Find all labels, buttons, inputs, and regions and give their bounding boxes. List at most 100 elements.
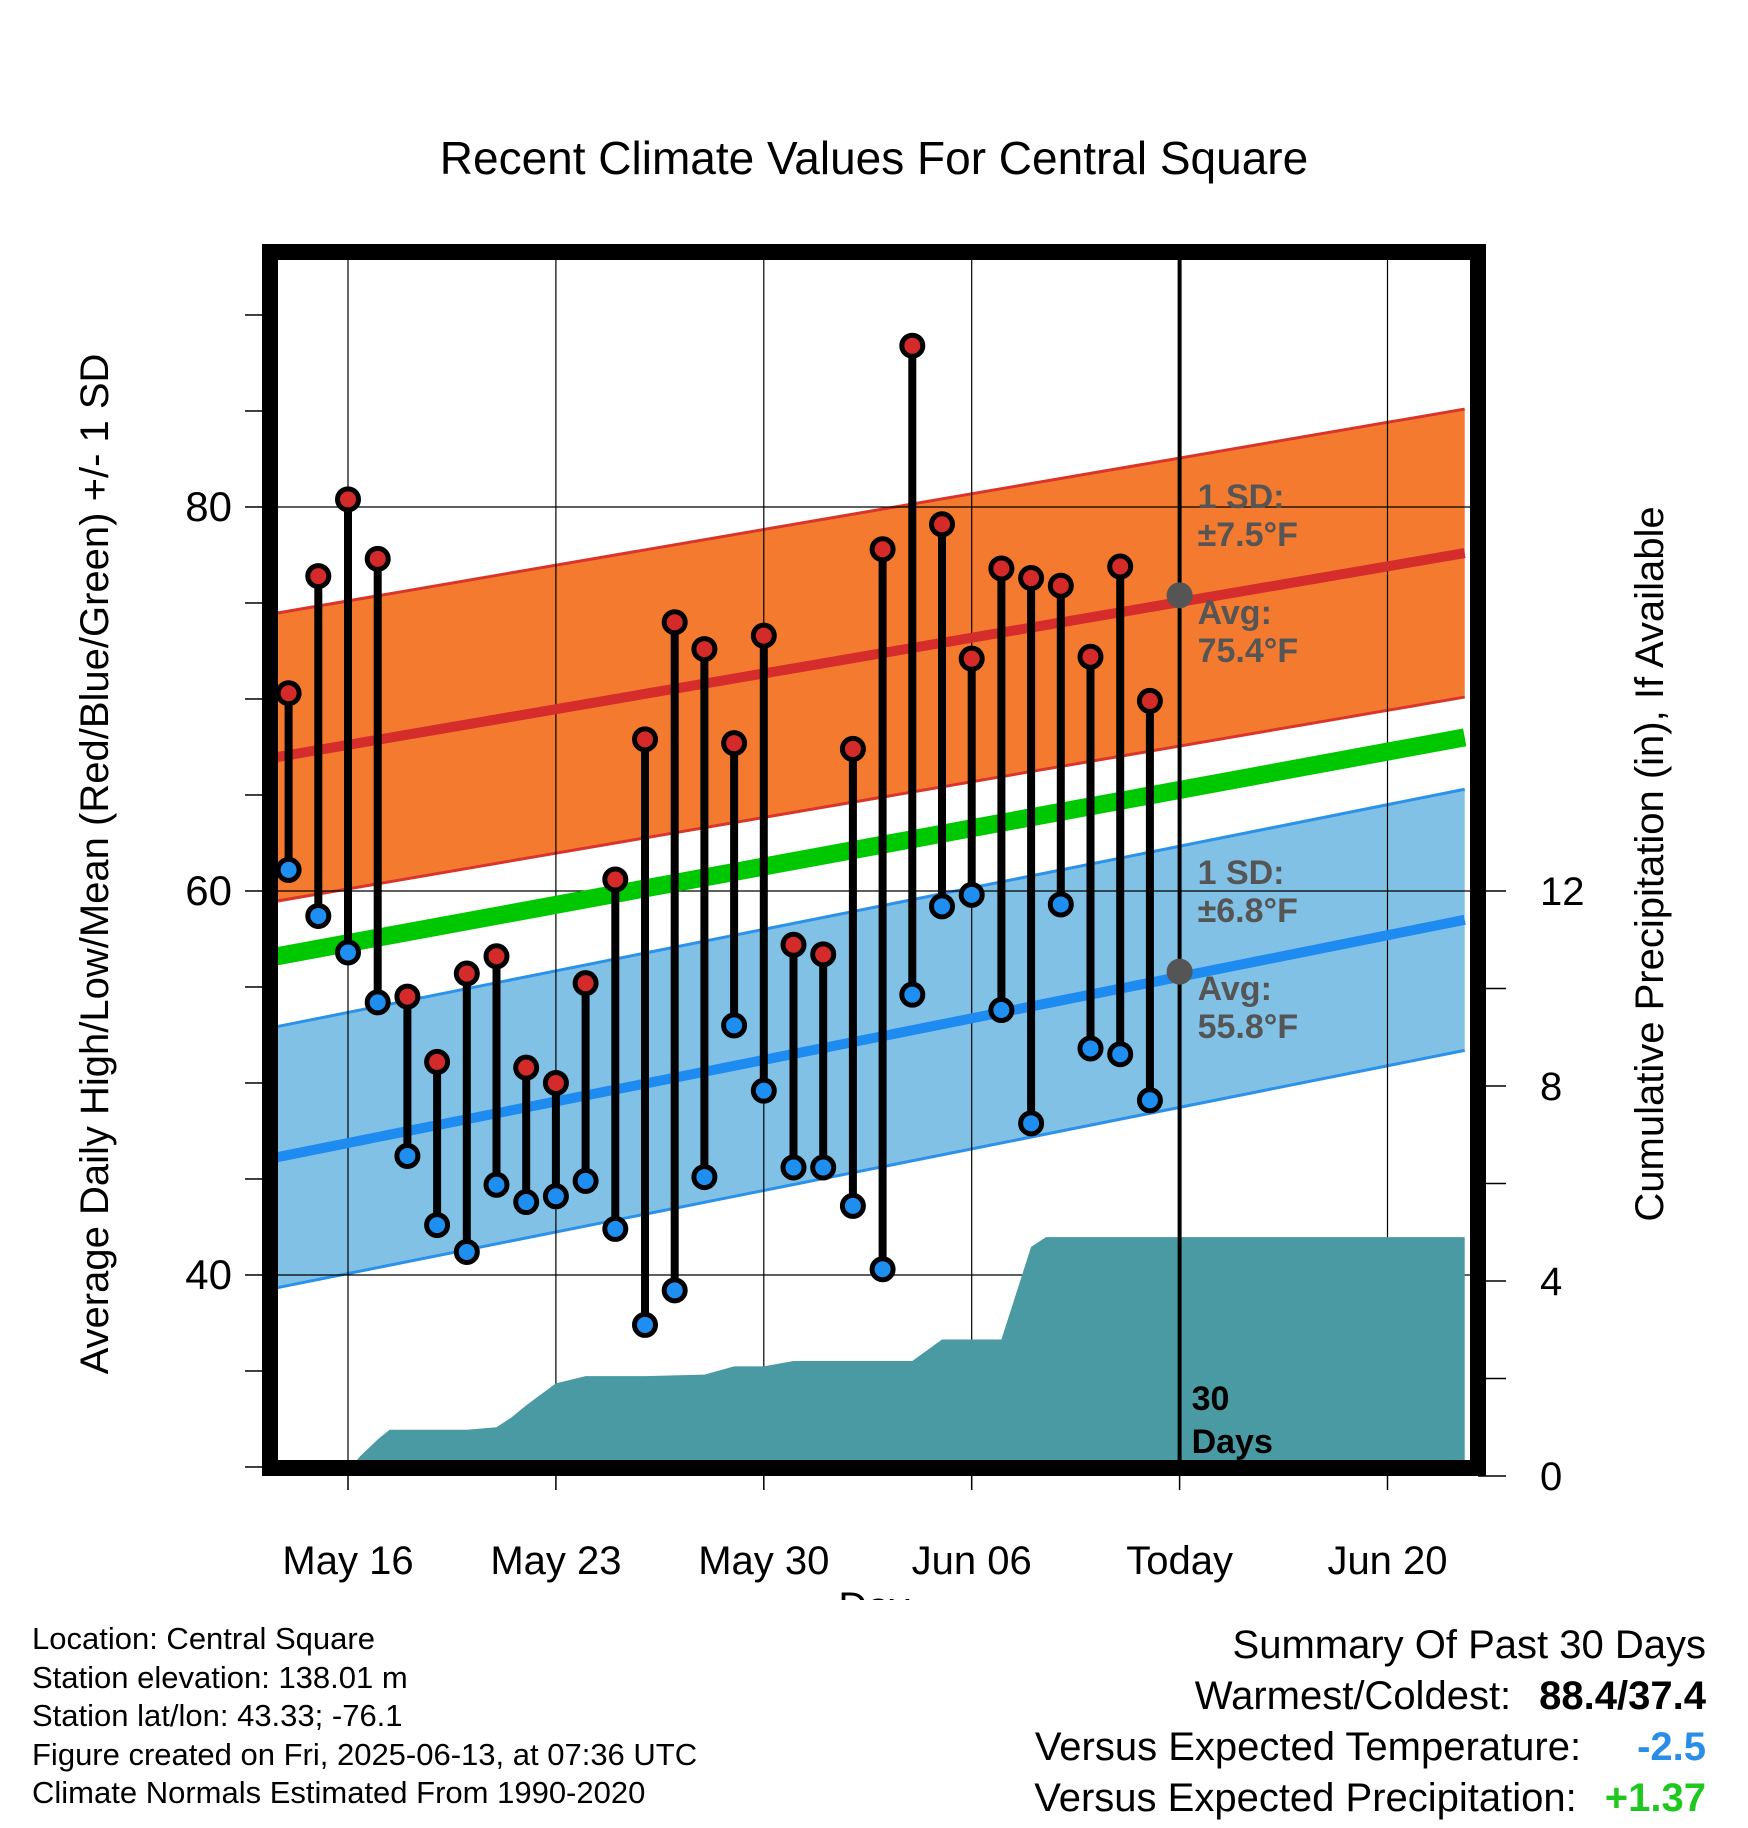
daily-low-point	[602, 1215, 629, 1242]
daily-high-point	[1047, 572, 1074, 599]
daily-high-point	[1018, 565, 1045, 592]
daily-low-point	[721, 1012, 748, 1039]
high-sd-label: 1 SD:	[1198, 478, 1285, 516]
daily-high-point	[602, 866, 629, 893]
daily-high-point	[899, 332, 926, 359]
daily-high-point	[542, 1070, 569, 1096]
left-tick-label: 40	[185, 1251, 232, 1298]
daily-high-point	[750, 622, 777, 649]
low-avg-label: Avg:	[1198, 970, 1272, 1008]
daily-high-point	[453, 960, 480, 987]
daily-high-point	[1077, 643, 1104, 670]
daily-low-point	[305, 902, 332, 929]
daily-low-point	[483, 1171, 510, 1198]
precip-value: +1.37	[1604, 1776, 1706, 1820]
daily-low-point	[364, 989, 391, 1016]
daily-high-point	[483, 943, 510, 970]
daily-low-point	[750, 1077, 777, 1104]
daily-high-point	[780, 931, 807, 958]
x-tick-label: Jun 20	[1327, 1539, 1447, 1583]
daily-low-point	[869, 1256, 896, 1283]
daily-high-point	[869, 536, 896, 563]
daily-high-point	[661, 609, 688, 636]
daily-low-point	[810, 1154, 837, 1181]
x-tick-label: May 23	[490, 1539, 621, 1583]
daily-high-point	[958, 645, 985, 672]
daily-low-point	[958, 881, 985, 908]
daily-low-point	[424, 1212, 451, 1239]
normals-text: Climate Normals Estimated From 1990-2020	[32, 1775, 646, 1810]
location-text: Location: Central Square	[32, 1621, 375, 1656]
right-tick-label: 0	[1540, 1455, 1562, 1499]
daily-low-point	[929, 893, 955, 920]
daily-high-point	[335, 486, 361, 513]
daily-low-point	[632, 1311, 658, 1338]
daily-low-point	[1136, 1087, 1163, 1114]
daily-high-point	[424, 1048, 451, 1075]
x-tick-label: May 30	[698, 1539, 829, 1583]
daily-low-point	[1077, 1035, 1104, 1062]
warm-cold-label: Warmest/Coldest:	[1194, 1674, 1512, 1718]
summary-warm-cold: Warmest/Coldest: 88.4/37.4	[1034, 1671, 1706, 1722]
daily-low-point	[1047, 891, 1074, 918]
x-tick-label: Jun 06	[912, 1539, 1032, 1583]
climate-chart: Recent Climate Values For Central Square…	[73, 132, 1672, 1600]
low-sd-value: ±6.8°F	[1198, 892, 1298, 930]
today-low-normal-point	[1166, 958, 1193, 985]
right-tick-label: 12	[1540, 870, 1585, 914]
daily-high-point	[929, 511, 955, 538]
daily-high-point	[691, 636, 718, 663]
warm-cold-value: 88.4/37.4	[1539, 1674, 1706, 1718]
daily-low-point	[691, 1164, 718, 1191]
today-days-label-line1: 30	[1192, 1380, 1230, 1418]
x-tick-label: Today	[1126, 1539, 1233, 1583]
daily-high-point	[1136, 687, 1163, 714]
daily-low-point	[1107, 1041, 1134, 1068]
plot-frame	[262, 244, 1486, 1476]
daily-low-point	[839, 1192, 866, 1219]
right-tick-label: 4	[1540, 1260, 1562, 1304]
daily-high-point	[394, 983, 421, 1010]
daily-low-point	[275, 856, 302, 883]
daily-high-point	[632, 726, 658, 753]
chart-title: Recent Climate Values For Central Square	[440, 132, 1308, 184]
high-avg-label: Avg:	[1198, 594, 1272, 632]
today-days-label-line2: Days	[1192, 1423, 1273, 1461]
daily-high-point	[1107, 553, 1134, 580]
low-avg-value: 55.8°F	[1198, 1008, 1299, 1046]
left-tick-label: 80	[185, 483, 232, 530]
normal-high-line	[270, 548, 1466, 764]
summary-panel: Summary Of Past 30 Days Warmest/Coldest:…	[1034, 1620, 1706, 1824]
daily-high-point	[721, 730, 748, 757]
low-sd-label: 1 SD:	[1198, 854, 1285, 892]
elevation-text: Station elevation: 138.01 m	[32, 1659, 408, 1695]
daily-low-point	[394, 1142, 421, 1169]
daily-high-point	[305, 563, 332, 590]
station-info: Location: Central Square Station elevati…	[32, 1620, 697, 1813]
created-text: Figure created on Fri, 2025-06-13, at 07…	[32, 1736, 698, 1772]
x-axis-label: Day	[838, 1585, 909, 1600]
right-tick-label: 8	[1540, 1065, 1562, 1109]
summary-title: Summary Of Past 30 Days	[1232, 1623, 1706, 1667]
summary-temp: Versus Expected Temperature: -2.5	[1034, 1722, 1706, 1773]
precip-label: Versus Expected Precipitation:	[1034, 1776, 1577, 1820]
right-axis-label: Cumulative Precipitation (in), If Availa…	[1628, 506, 1672, 1221]
daily-low-point	[1018, 1110, 1045, 1137]
daily-high-point	[839, 735, 866, 762]
daily-high-point	[275, 680, 302, 707]
daily-low-point	[572, 1167, 599, 1194]
summary-precip: Versus Expected Precipitation: +1.37	[1034, 1773, 1706, 1824]
daily-low-point	[661, 1277, 688, 1304]
latlon-text: Station lat/lon: 43.33; -76.1	[32, 1698, 403, 1733]
today-high-normal-point	[1166, 582, 1193, 609]
left-axis-label: Average Daily High/Low/Mean (Red/Blue/Gr…	[73, 354, 117, 1375]
temp-value: -2.5	[1637, 1725, 1706, 1769]
daily-low-point	[453, 1238, 480, 1265]
daily-low-point	[542, 1183, 569, 1210]
precip-area	[351, 1237, 1465, 1468]
x-tick-label: May 16	[282, 1539, 413, 1583]
daily-low-point	[513, 1189, 540, 1216]
left-tick-label: 60	[185, 867, 232, 914]
